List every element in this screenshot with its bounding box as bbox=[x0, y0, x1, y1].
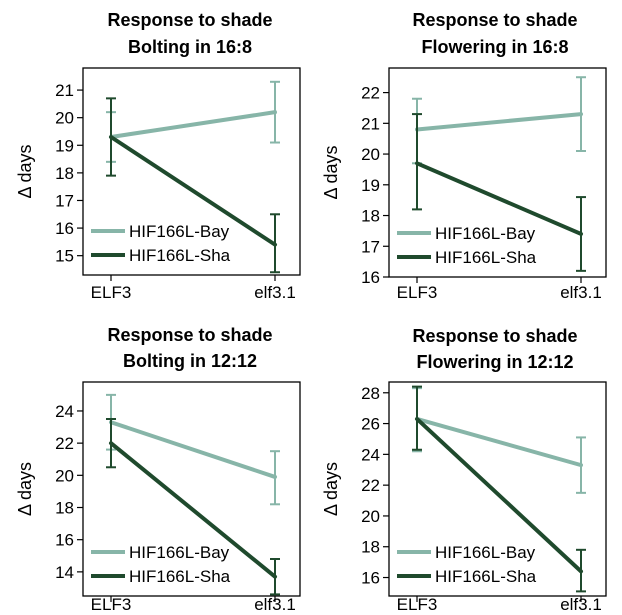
x-tick-label: elf3.1 bbox=[560, 595, 602, 614]
series-sha bbox=[106, 418, 280, 596]
y-tick-label: 21 bbox=[55, 81, 74, 100]
y-tick-label: 16 bbox=[55, 531, 74, 550]
x-tick-label: elf3.1 bbox=[254, 283, 296, 302]
legend-label: HIF166L-Bay bbox=[435, 224, 536, 243]
y-tick-label: 22 bbox=[55, 434, 74, 453]
y-tick-label: 20 bbox=[361, 145, 380, 164]
chart-title: Response to shade bbox=[107, 10, 272, 30]
x-tick-label: ELF3 bbox=[91, 595, 132, 614]
y-tick-label: 18 bbox=[361, 207, 380, 226]
legend-label: HIF166L-Sha bbox=[435, 248, 537, 267]
series-line bbox=[415, 416, 583, 574]
chart-title: Response to shade bbox=[412, 326, 577, 346]
y-tick-label: 20 bbox=[361, 507, 380, 526]
y-tick-label: 17 bbox=[55, 191, 74, 210]
y-tick-label: 26 bbox=[361, 415, 380, 434]
legend: HIF166L-Bay HIF166L-Sha bbox=[397, 224, 537, 267]
y-tick-label: 21 bbox=[361, 114, 380, 133]
chart-subtitle: Bolting in 16:8 bbox=[128, 37, 252, 57]
legend-label: HIF166L-Sha bbox=[129, 246, 231, 265]
series-line bbox=[109, 420, 277, 479]
legend: HIF166L-Bay HIF166L-Sha bbox=[91, 222, 231, 265]
plot-frame bbox=[82, 381, 301, 597]
chart-panel-3: Response to shade Bolting in 12:12 14 16 18 2… bbox=[15, 325, 301, 614]
chart-subtitle: Bolting in 12:12 bbox=[123, 351, 257, 371]
series-line bbox=[109, 135, 277, 247]
series-line bbox=[415, 416, 583, 468]
y-tick-label: 22 bbox=[361, 84, 380, 103]
y-tick-label: 24 bbox=[55, 402, 74, 421]
y-tick-label: 20 bbox=[55, 109, 74, 128]
chart-panel-1: Response to shade Bolting in 16:8 15 16 17 18… bbox=[15, 10, 301, 302]
y-tick-label: 16 bbox=[361, 268, 380, 287]
x-tick-label: ELF3 bbox=[91, 283, 132, 302]
chart-subtitle: Flowering in 12:12 bbox=[416, 352, 573, 372]
y-tick-label: 18 bbox=[361, 538, 380, 557]
y-tick-label: 15 bbox=[55, 247, 74, 266]
legend-label: HIF166L-Bay bbox=[129, 543, 230, 562]
legend-label: HIF166L-Bay bbox=[435, 543, 536, 562]
y-tick-label: 18 bbox=[55, 499, 74, 518]
y-tick-label: 20 bbox=[55, 466, 74, 485]
x-tick-label: elf3.1 bbox=[254, 595, 296, 614]
plot-frame bbox=[82, 67, 301, 276]
y-tick-label: 19 bbox=[361, 176, 380, 195]
y-axis-label: Δ days bbox=[15, 462, 35, 516]
y-tick-label: 24 bbox=[361, 445, 380, 464]
y-axis-label: Δ days bbox=[321, 145, 341, 199]
plot-frame bbox=[388, 381, 607, 597]
y-axis-label: Δ days bbox=[15, 144, 35, 198]
chart-title: Response to shade bbox=[412, 10, 577, 30]
x-tick-label: ELF3 bbox=[397, 283, 438, 302]
y-tick-label: 16 bbox=[55, 219, 74, 238]
series-line bbox=[109, 110, 277, 139]
y-tick-label: 16 bbox=[361, 569, 380, 588]
chart-panel-2: Response to shade Flowering in 16:8 16 17 18… bbox=[321, 10, 607, 302]
y-tick-label: 18 bbox=[55, 164, 74, 183]
y-tick-label: 19 bbox=[55, 136, 74, 155]
y-tick-label: 17 bbox=[361, 237, 380, 256]
y-tick-label: 22 bbox=[361, 476, 380, 495]
chart-panel-4: Response to shade Flowering in 12:12 16 18 2… bbox=[321, 326, 607, 614]
series-sha bbox=[412, 385, 586, 593]
series-bay bbox=[106, 393, 280, 506]
chart-subtitle: Flowering in 16:8 bbox=[421, 37, 568, 57]
series-line bbox=[109, 441, 277, 579]
x-tick-label: ELF3 bbox=[397, 595, 438, 614]
plot-frame bbox=[388, 67, 607, 278]
series-sha bbox=[106, 97, 280, 274]
series-sha bbox=[412, 113, 586, 272]
series-bay bbox=[412, 76, 586, 165]
legend-label: HIF166L-Sha bbox=[129, 567, 231, 586]
y-axis-label: Δ days bbox=[321, 462, 341, 516]
legend-label: HIF166L-Sha bbox=[435, 567, 537, 586]
y-tick-label: 14 bbox=[55, 563, 74, 582]
legend: HIF166L-Bay HIF166L-Sha bbox=[91, 543, 231, 586]
series-line bbox=[415, 161, 583, 236]
series-line bbox=[415, 112, 583, 132]
x-tick-label: elf3.1 bbox=[560, 283, 602, 302]
chart-title: Response to shade bbox=[107, 325, 272, 345]
legend-label: HIF166L-Bay bbox=[129, 222, 230, 241]
legend: HIF166L-Bay HIF166L-Sha bbox=[397, 543, 537, 586]
y-tick-label: 28 bbox=[361, 384, 380, 403]
